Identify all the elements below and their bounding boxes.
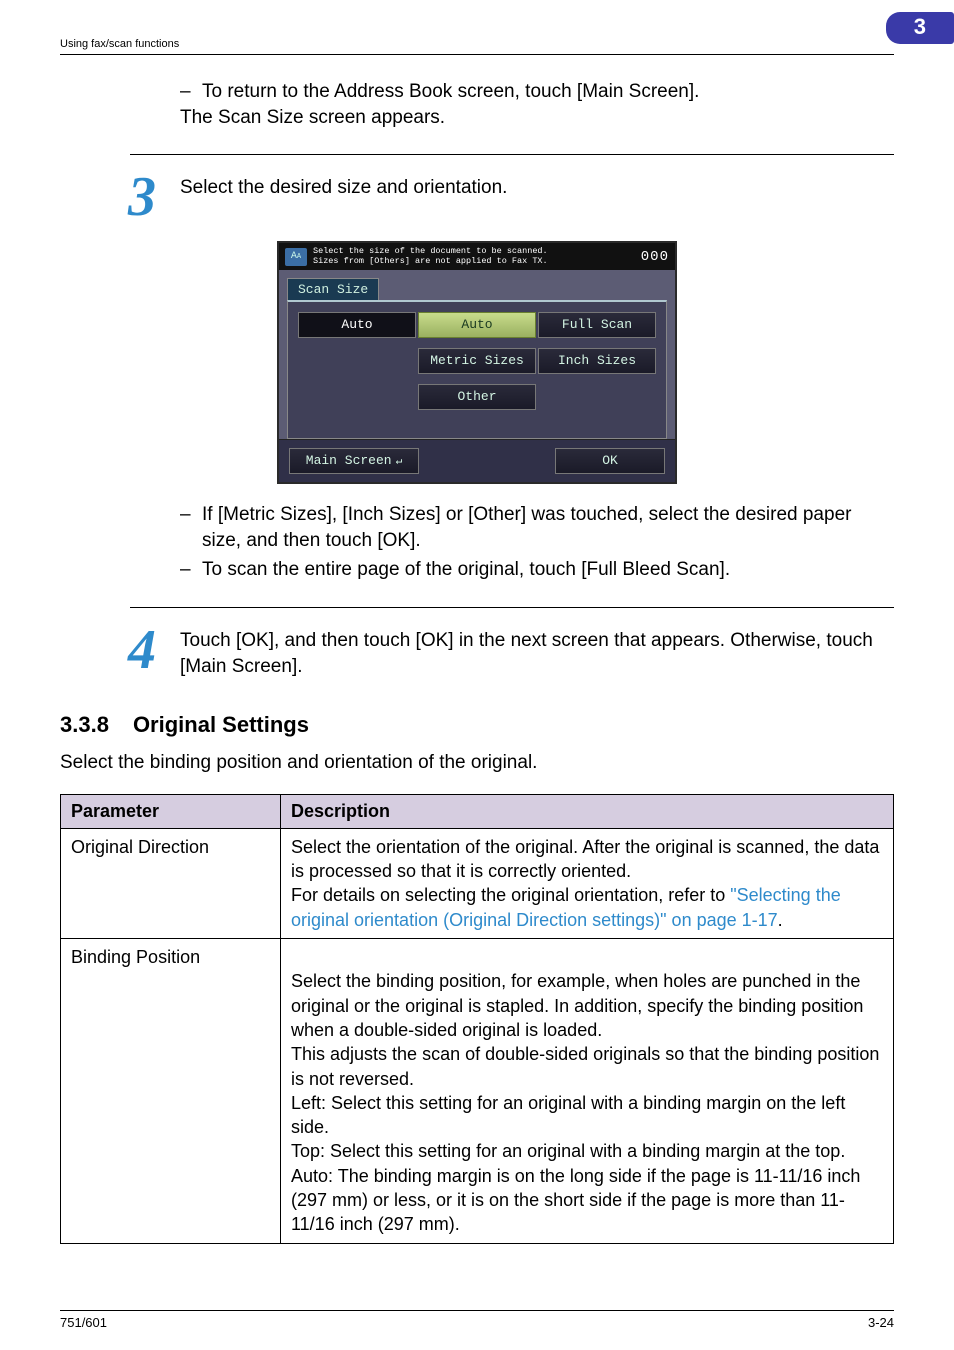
chapter-badge: 3 [886,12,954,44]
page-header: Using fax/scan functions 3 [60,0,894,55]
desc-original-direction: Select the orientation of the original. … [281,828,894,938]
th-parameter: Parameter [61,794,281,828]
table-row: Binding Position Select the binding posi… [61,939,894,1244]
intro-line2: The Scan Size screen appears. [180,105,884,131]
section-number: 3.3.8 [60,712,109,738]
spacer [298,384,416,410]
dash-icon: – [180,557,202,583]
device-bottombar: Main Screen ↵ OK [279,439,675,482]
tab-scan-size[interactable]: Scan Size [287,278,379,300]
section-heading: 3.3.8 Original Settings [60,712,894,738]
full-scan-button[interactable]: Full Scan [538,312,656,338]
auto-button-current[interactable]: Auto [298,312,416,338]
step-4-text: Touch [OK], and then touch [OK] in the n… [180,622,884,679]
device-message: Select the size of the document to be sc… [313,247,641,266]
device-topbar: AA Select the size of the document to be… [279,243,675,270]
section-title: Original Settings [133,712,309,738]
param-binding-position: Binding Position [61,939,281,1244]
zoom-icon: AA [285,248,307,266]
step-3: 3 Select the desired size and orientatio… [60,169,894,229]
device-screenshot: AA Select the size of the document to be… [277,241,677,484]
desc-text: Select the binding position, for example… [291,971,879,1234]
step3-bullet-1: If [Metric Sizes], [Inch Sizes] or [Othe… [202,502,884,553]
ok-button[interactable]: OK [555,448,665,474]
section-lead: Select the binding position and orientat… [60,752,894,774]
footer-left: 751/601 [60,1315,107,1330]
th-description: Description [281,794,894,828]
footer-right: 3-24 [868,1315,894,1330]
main-screen-button[interactable]: Main Screen ↵ [289,448,419,474]
dash-icon: – [180,502,202,553]
page-footer: 751/601 3-24 [60,1310,894,1330]
device-counter: 000 [641,249,669,265]
desc-binding-position: Select the binding position, for example… [281,939,894,1244]
inch-sizes-button[interactable]: Inch Sizes [538,348,656,374]
device-msg-line2: Sizes from [Others] are not applied to F… [313,256,548,266]
other-button[interactable]: Other [418,384,536,410]
spacer [298,348,416,374]
desc-after: . [778,910,783,930]
step3-bullet-2: To scan the entire page of the original,… [202,557,884,583]
main-screen-button-label: Main Screen [306,453,392,468]
parameter-table: Parameter Description Original Direction… [60,794,894,1244]
param-original-direction: Original Direction [61,828,281,938]
breadcrumb: Using fax/scan functions [60,38,179,50]
step-number-3: 3 [128,169,156,225]
spacer [538,384,656,410]
return-arrow-icon: ↵ [396,454,403,468]
table-row: Original Direction Select the orientatio… [61,828,894,938]
metric-sizes-button[interactable]: Metric Sizes [418,348,536,374]
step3-bullet-list: – If [Metric Sizes], [Inch Sizes] or [Ot… [180,502,884,583]
device-panel: Auto Auto Full Scan Metric Sizes Inch Si… [287,300,667,439]
divider [130,154,894,155]
divider [130,607,894,608]
dash-icon: – [180,79,202,105]
step-number-4: 4 [128,622,156,678]
step-4: 4 Touch [OK], and then touch [OK] in the… [60,622,894,682]
auto-button-selected[interactable]: Auto [418,312,536,338]
intro-bullet-list: – To return to the Address Book screen, … [180,79,884,105]
intro-bullet-text: To return to the Address Book screen, to… [202,79,884,105]
step-3-text: Select the desired size and orientation. [180,169,884,201]
